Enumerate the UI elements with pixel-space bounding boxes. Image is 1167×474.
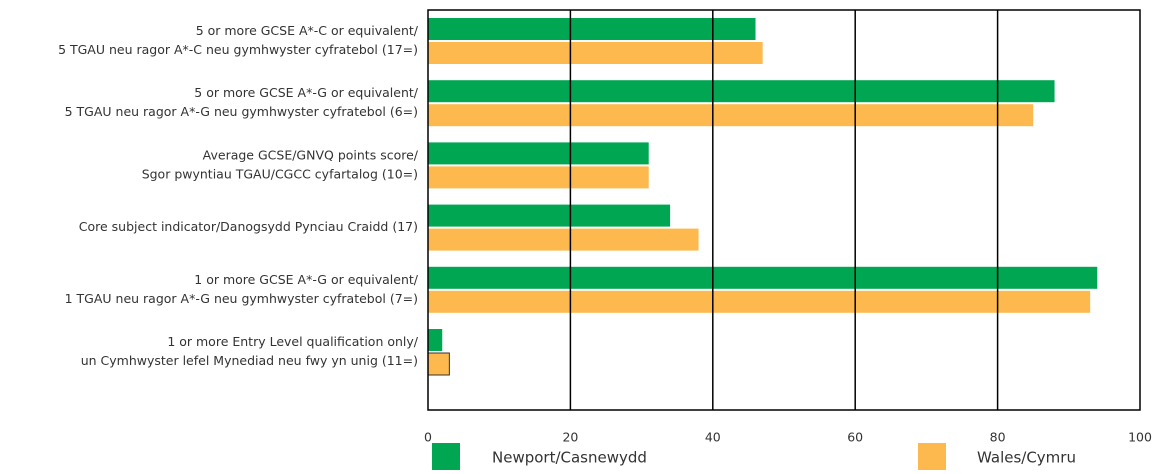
- bar: [428, 166, 649, 189]
- x-tick-label: 60: [847, 430, 863, 445]
- legend-label: Newport/Casnewydd: [492, 449, 647, 467]
- bar: [428, 204, 671, 227]
- legend-swatch: [432, 443, 460, 470]
- category-label: 1 or more Entry Level qualification only…: [167, 334, 418, 349]
- bar: [428, 142, 649, 165]
- legend-label: Wales/Cymru: [977, 449, 1076, 467]
- bar: [428, 18, 756, 40]
- legend-swatch: [918, 443, 946, 470]
- category-label: un Cymhwyster lefel Mynediad neu fwy yn …: [81, 353, 418, 368]
- bar: [428, 104, 1034, 127]
- category-label: 5 TGAU neu ragor A*-C neu gymhwyster cyf…: [58, 42, 418, 57]
- bar: [427, 352, 450, 376]
- category-label: 5 or more GCSE A*-C or equivalent/: [196, 23, 419, 38]
- bar: [428, 290, 1091, 313]
- category-label: 5 or more GCSE A*-G or equivalent/: [194, 85, 419, 100]
- x-tick-label: 20: [562, 430, 578, 445]
- category-label: Core subject indicator/Danogsydd Pynciau…: [79, 219, 418, 234]
- x-tick-label: 0: [424, 430, 432, 445]
- category-label: 5 TGAU neu ragor A*-G neu gymhwyster cyf…: [65, 104, 418, 119]
- plot-frame: [427, 9, 1141, 411]
- bar: [428, 42, 763, 64]
- bar: [428, 329, 443, 351]
- category-label: Average GCSE/GNVQ points score/: [203, 147, 419, 162]
- category-label: Sgor pwyntiau TGAU/CGCC cyfartalog (10=): [142, 166, 418, 181]
- x-tick-label: 40: [705, 430, 721, 445]
- x-tick-label: 100: [1128, 430, 1152, 445]
- bar: [428, 228, 699, 251]
- bar: [428, 266, 1098, 289]
- x-tick-label: 80: [990, 430, 1006, 445]
- category-label: 1 or more GCSE A*-G or equivalent/: [194, 272, 419, 287]
- category-label: 1 TGAU neu ragor A*-G neu gymhwyster cyf…: [65, 291, 418, 306]
- bar: [428, 80, 1055, 103]
